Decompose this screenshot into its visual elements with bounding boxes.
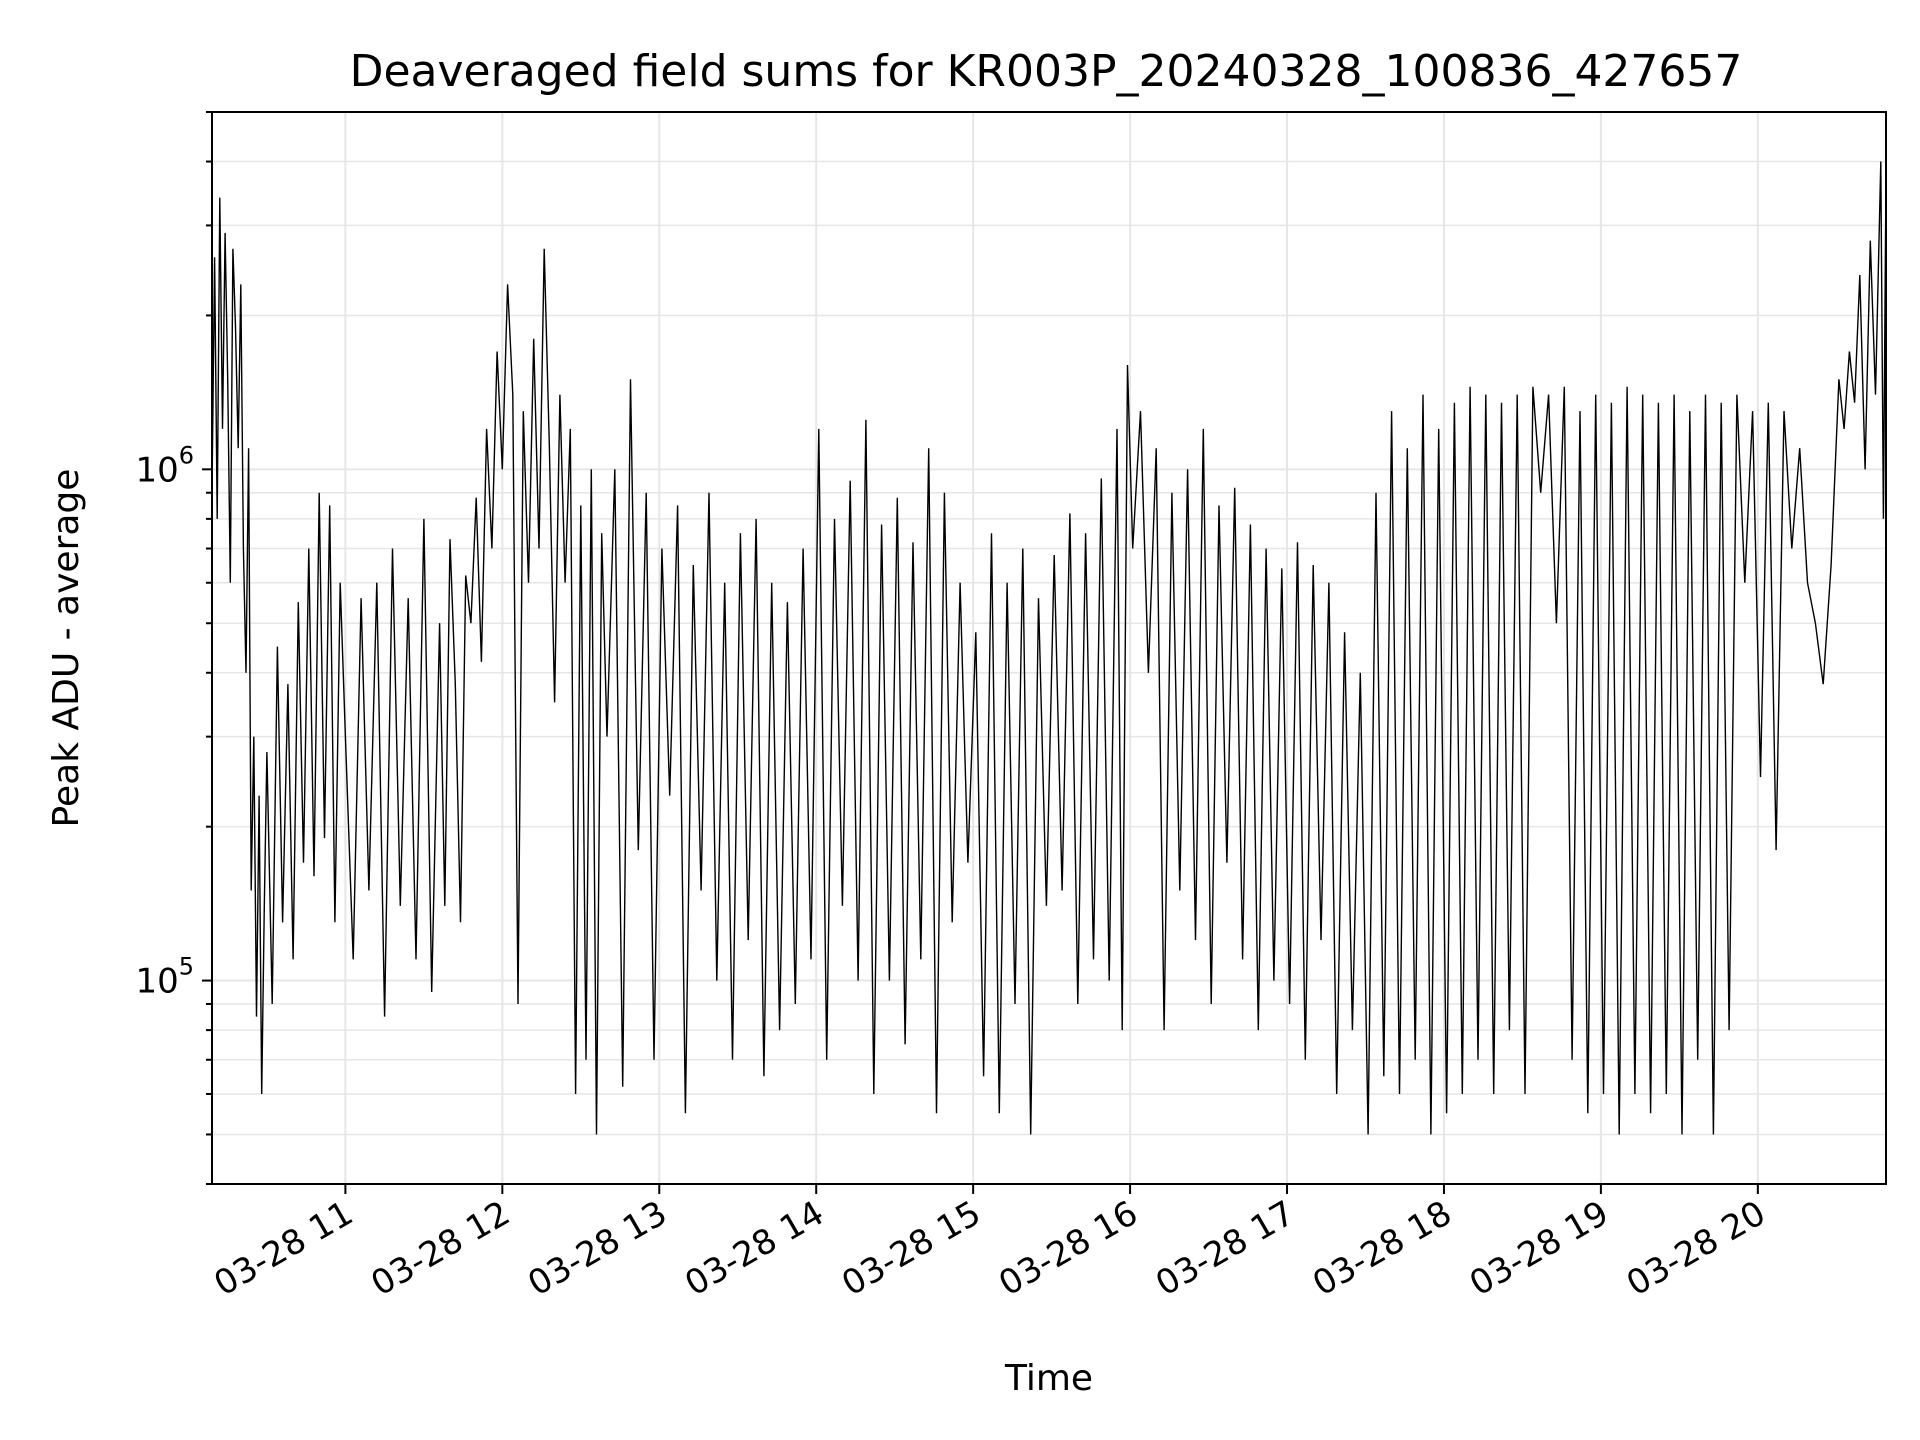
y-tick-label: 106 [135,441,194,490]
x-axis-label: Time [1004,1358,1093,1399]
data-layer [211,161,1887,1135]
y-axis-label: Peak ADU - average [46,469,87,828]
series-line [211,161,1887,1135]
y-tick-label: 105 [135,953,194,1002]
plot-area-background [212,112,1886,1184]
chart-title: Deaveraged field sums for KR003P_2024032… [350,46,1743,97]
plot-area-frame [211,111,1887,1185]
